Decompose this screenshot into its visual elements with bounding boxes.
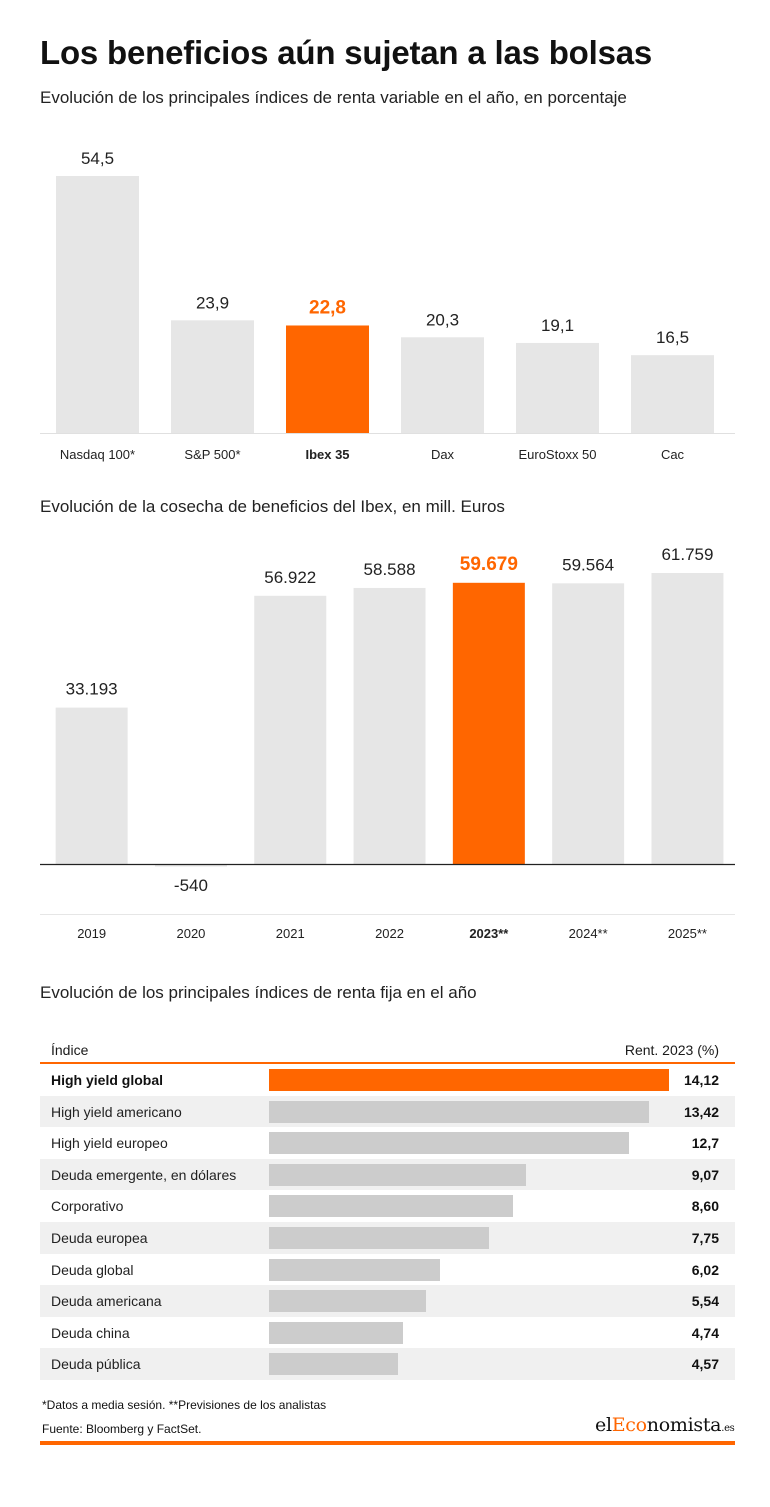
- row-bar: [269, 1258, 440, 1281]
- table-row: Deuda global 6,02: [40, 1254, 735, 1286]
- bar-3: [401, 337, 484, 433]
- row-bar: [269, 1321, 404, 1344]
- bar-4: [452, 582, 525, 864]
- row-value: 4,57: [691, 1356, 719, 1373]
- equity-chart-title: Evolución de los principales índices de …: [40, 88, 627, 107]
- value-label-3: 20,3: [426, 310, 459, 329]
- column-header-return: Rent. 2023 (%): [624, 1042, 719, 1058]
- ibex-earnings-bar-chart: 33.193 2019 -540 2020 56.922 2021 58.588 2022 59…: [40, 545, 735, 941]
- row-bar: [269, 1353, 399, 1376]
- table-row: Corporativo 8,60: [40, 1190, 735, 1222]
- category-label-2: Ibex 35: [305, 447, 349, 462]
- row-name: High yield global: [51, 1072, 164, 1088]
- row-value: 7,75: [691, 1229, 719, 1246]
- row-name: Deuda emergente, en dólares: [51, 1166, 237, 1183]
- bar-1: [171, 320, 254, 433]
- fixed-income-table-title: Evolución de los principales índices de …: [40, 983, 477, 1002]
- earnings-chart-title: Evolución de la cosecha de beneficios de…: [40, 497, 505, 516]
- row-name: Corporativo: [51, 1198, 124, 1215]
- logo-suffix: .es: [721, 1423, 735, 1434]
- bar-0: [55, 707, 128, 864]
- table-row: Deuda europea 7,75: [40, 1221, 735, 1254]
- row-value: 12,7: [691, 1135, 719, 1152]
- bar-1: [154, 864, 227, 867]
- category-label-2: 2021: [276, 926, 305, 941]
- footnote: *Datos a media sesión. **Previsiones de …: [42, 1398, 327, 1412]
- bar-2: [254, 595, 327, 864]
- column-header-index: Índice: [51, 1042, 89, 1058]
- row-name: High yield europeo: [51, 1135, 168, 1152]
- row-value: 8,60: [691, 1198, 719, 1215]
- row-name: Deuda pública: [51, 1356, 141, 1373]
- fixed-income-table: Índice Rent. 2023 (%) High yield global 1…: [40, 1036, 735, 1380]
- table-body: High yield global 14,12 High yield america…: [40, 1064, 735, 1380]
- row-value: 9,07: [691, 1166, 719, 1183]
- row-value: 5,54: [691, 1293, 719, 1310]
- equity-index-bar-chart: 54,5 Nasdaq 100* 23,9 S&P 500* 22,8 Ibex 35 20…: [40, 149, 735, 462]
- table-row: High yield europeo 12,7: [40, 1127, 735, 1159]
- category-label-5: 2024**: [569, 926, 608, 941]
- row-bar: [269, 1163, 526, 1186]
- category-label-1: 2020: [176, 926, 205, 941]
- logo-accent: Eco: [611, 1414, 647, 1436]
- row-value: 4,74: [691, 1324, 719, 1341]
- row-bar: [269, 1226, 489, 1249]
- bar-5: [631, 355, 714, 433]
- row-value: 13,42: [683, 1103, 719, 1120]
- row-name: Deuda china: [51, 1324, 130, 1341]
- bottom-rule: [40, 1441, 735, 1445]
- row-name: Deuda global: [51, 1261, 134, 1278]
- bar-2: [286, 325, 369, 433]
- value-label-2: 56.922: [264, 568, 316, 587]
- value-label-0: 54,5: [81, 149, 114, 168]
- logo-prefix: el: [595, 1414, 612, 1436]
- category-label-4: 2023**: [469, 926, 509, 941]
- value-label-4: 59.679: [460, 554, 518, 575]
- category-label-1: S&P 500*: [184, 447, 240, 462]
- value-label-2: 22,8: [309, 297, 346, 318]
- value-label-1: -540: [174, 876, 208, 895]
- row-bar: [269, 1132, 629, 1155]
- bar-6: [651, 573, 724, 864]
- table-row: Deuda americana 5,54: [40, 1285, 735, 1317]
- row-name: Deuda americana: [51, 1293, 162, 1310]
- row-bar: [269, 1100, 650, 1123]
- row-bar: [269, 1069, 669, 1091]
- row-bar: [269, 1290, 426, 1313]
- category-label-3: Dax: [431, 447, 455, 462]
- table-header: Índice Rent. 2023 (%): [40, 1036, 735, 1064]
- table-row: Deuda emergente, en dólares 9,07: [40, 1158, 735, 1191]
- row-bar: [269, 1195, 513, 1218]
- table-row: High yield global 14,12: [40, 1064, 735, 1096]
- value-label-0: 33.193: [66, 680, 118, 699]
- category-label-0: Nasdaq 100*: [60, 447, 135, 462]
- value-label-3: 58.588: [364, 560, 416, 579]
- source-note: Fuente: Bloomberg y FactSet.: [42, 1422, 202, 1436]
- category-label-0: 2019: [77, 926, 106, 941]
- page-title: Los beneficios aún sujetan a las bolsas: [40, 34, 653, 71]
- category-label-6: 2025**: [668, 926, 707, 941]
- table-row: Deuda pública 4,57: [40, 1348, 735, 1380]
- logo-rest: nomista: [646, 1414, 722, 1436]
- value-label-1: 23,9: [196, 293, 229, 312]
- row-name: High yield americano: [51, 1103, 182, 1120]
- row-name: Deuda europea: [51, 1229, 148, 1246]
- value-label-5: 16,5: [656, 328, 689, 347]
- table-row: High yield americano 13,42: [40, 1095, 735, 1128]
- value-label-5: 59.564: [562, 555, 614, 574]
- bar-5: [552, 583, 625, 864]
- bar-4: [516, 342, 599, 433]
- table-row: Deuda china 4,74: [40, 1317, 735, 1349]
- category-label-5: Cac: [661, 447, 685, 462]
- category-label-3: 2022: [375, 926, 404, 941]
- value-label-4: 19,1: [541, 316, 574, 335]
- bar-0: [56, 176, 139, 433]
- value-label-6: 61.759: [661, 545, 713, 564]
- row-value: 14,12: [683, 1072, 719, 1088]
- bar-3: [353, 587, 426, 864]
- row-value: 6,02: [691, 1261, 719, 1278]
- eleconomista-logo: elEconomista.es: [595, 1414, 735, 1436]
- category-label-4: EuroStoxx 50: [518, 447, 596, 462]
